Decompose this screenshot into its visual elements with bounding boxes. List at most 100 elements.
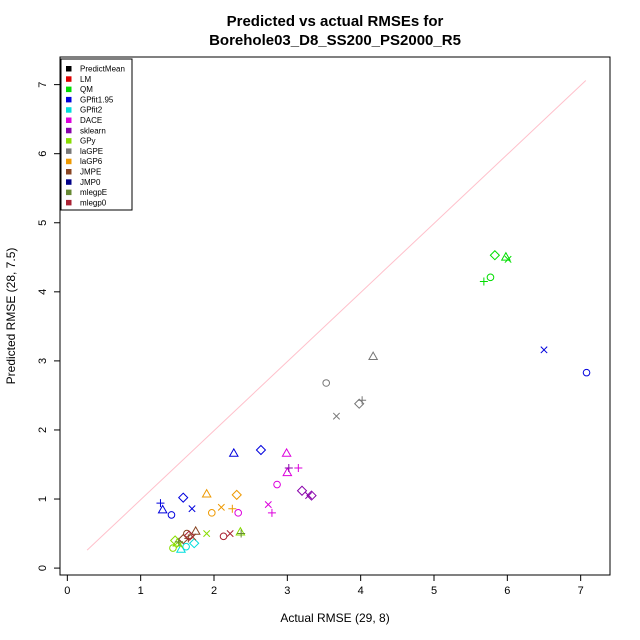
legend-label: laGP6: [80, 157, 103, 166]
legend-label: JMPE: [80, 168, 101, 177]
legend-label: sklearn: [80, 126, 106, 135]
data-point-mlegp0: [226, 530, 234, 538]
legend-label: laGPE: [80, 147, 103, 156]
x-tick-label: 2: [211, 585, 217, 597]
y-tick-label: 7: [37, 82, 49, 88]
data-point-dace: [294, 463, 303, 472]
y-tick-label: 5: [37, 220, 49, 226]
chart-title-line1: Predicted vs actual RMSEs for: [227, 13, 444, 30]
data-point-lagpe: [368, 351, 379, 361]
data-point-lagpe: [358, 396, 367, 405]
data-point-gpfit1-95: [167, 511, 176, 519]
data-point-gpfit1-95: [540, 346, 548, 354]
data-point-lagp6: [231, 489, 242, 501]
data-point-gpfit1-95: [582, 368, 591, 377]
x-tick-label: 5: [431, 585, 437, 597]
data-point-lagp6: [217, 503, 225, 511]
legend-label: GPy: [80, 137, 96, 146]
y-axis-label: Predicted RMSE (28, 7.5): [4, 248, 18, 385]
legend-swatch: [66, 138, 72, 144]
data-point-qm: [486, 273, 495, 282]
y-tick-label: 3: [37, 358, 49, 364]
legend-label: mlegpE: [80, 188, 107, 197]
data-point-jmpe: [183, 529, 191, 538]
data-point-gpfit1-95: [228, 447, 239, 457]
legend-label: mlegp0: [80, 198, 107, 207]
legend-swatch: [66, 117, 72, 123]
y-tick-label: 6: [37, 151, 49, 157]
data-point-gpy: [169, 544, 177, 552]
x-axis-label: Actual RMSE (29, 8): [280, 611, 389, 625]
data-point-gpy: [203, 530, 211, 538]
data-point-dace: [264, 500, 272, 509]
data-point-gpfit1-95: [156, 499, 165, 508]
reference-line: [86, 80, 587, 551]
legend-swatch: [66, 169, 72, 175]
data-point-mlegpe: [237, 529, 246, 538]
data-point-gpfit1-95: [177, 492, 189, 503]
data-point-dace: [282, 467, 293, 477]
data-point-gpfit2: [182, 542, 190, 551]
legend-swatch: [66, 107, 72, 113]
data-point-lagp6: [201, 488, 212, 498]
data-point-dace: [273, 480, 281, 489]
data-point-jmpe: [190, 525, 201, 535]
data-point-sklearn: [306, 490, 317, 501]
legend-swatch: [66, 158, 72, 165]
data-point-mlegpe: [174, 537, 183, 546]
legend-swatch: [66, 96, 72, 103]
data-point-qm: [500, 251, 511, 261]
legend-swatch: [66, 66, 72, 72]
data-point-lagpe: [332, 412, 341, 420]
legend-swatch: [66, 179, 72, 185]
data-point-qm: [489, 250, 501, 261]
x-tick-label: 1: [138, 585, 144, 597]
data-point-lagp6: [228, 504, 237, 513]
data-point-dace: [267, 508, 276, 517]
legend-label: DACE: [80, 116, 102, 125]
legend-label: PredictMean: [80, 65, 125, 74]
data-point-mlegp0: [219, 532, 228, 541]
data-point-mlegp0: [183, 530, 195, 541]
x-tick-label: 0: [64, 585, 70, 597]
data-point-dace: [281, 447, 292, 457]
data-point-gpfit1-95: [188, 505, 196, 513]
plot-frame: [59, 56, 611, 576]
data-point-gpfit1-95: [255, 444, 267, 456]
legend-swatch: [66, 76, 72, 82]
x-axis: 0 1 2 3 4 5 6 7: [64, 575, 584, 597]
legend-swatch: [66, 148, 72, 154]
data-point-gpfit2: [188, 538, 200, 549]
legend-label: QM: [80, 85, 93, 94]
data-points: [156, 250, 591, 553]
data-point-gpfit1-95: [157, 504, 168, 514]
data-point-sklearn: [305, 492, 313, 500]
y-axis: 0 1 2 3 4 5 6 7: [37, 82, 60, 571]
data-point-qm: [479, 277, 488, 286]
legend-box: [60, 58, 133, 211]
legend-label: GPfit2: [80, 106, 103, 115]
legend-label: JMP0: [80, 178, 101, 187]
data-point-sklearn: [296, 485, 308, 496]
data-point-lagp6: [208, 509, 216, 517]
y-tick-label: 0: [37, 565, 49, 571]
legend-label: LM: [80, 75, 91, 84]
x-tick-label: 4: [358, 585, 364, 597]
legend-swatch: [66, 86, 72, 93]
data-point-dace: [234, 509, 242, 517]
y-tick-label: 4: [37, 289, 49, 295]
legend-swatch: [66, 189, 72, 196]
x-tick-label: 7: [578, 585, 584, 597]
data-point-lagpe: [322, 379, 331, 387]
legend-swatch: [66, 199, 72, 206]
data-point-qm: [504, 255, 512, 263]
data-point-sklearn: [284, 463, 293, 472]
y-tick-label: 1: [37, 496, 49, 502]
x-tick-label: 6: [504, 585, 510, 597]
y-tick-label: 2: [37, 427, 49, 433]
data-point-gpy: [235, 526, 246, 536]
legend-swatch: [66, 127, 72, 134]
x-tick-label: 3: [284, 585, 290, 597]
